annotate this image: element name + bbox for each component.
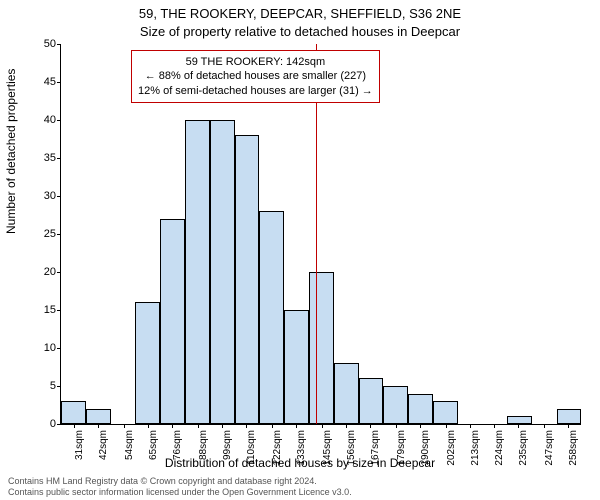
- histogram-bar: [185, 120, 210, 424]
- y-tick-label: 35: [16, 152, 56, 164]
- chart-container: 59, THE ROOKERY, DEEPCAR, SHEFFIELD, S36…: [0, 0, 600, 500]
- y-tick-label: 5: [16, 380, 56, 392]
- footer-line-2: Contains public sector information licen…: [8, 487, 352, 498]
- y-tick-mark: [57, 424, 61, 425]
- y-tick-mark: [57, 196, 61, 197]
- x-tick-mark: [98, 424, 99, 428]
- y-tick-mark: [57, 386, 61, 387]
- x-tick-mark: [544, 424, 545, 428]
- x-tick-mark: [420, 424, 421, 428]
- y-tick-mark: [57, 348, 61, 349]
- y-tick-mark: [57, 158, 61, 159]
- y-tick-label: 15: [16, 304, 56, 316]
- footer-attribution: Contains HM Land Registry data © Crown c…: [8, 476, 352, 498]
- y-tick-label: 0: [16, 418, 56, 430]
- x-tick-mark: [124, 424, 125, 428]
- y-tick-label: 45: [16, 76, 56, 88]
- histogram-bar: [408, 394, 433, 424]
- histogram-bar: [433, 401, 458, 424]
- histogram-bar: [557, 409, 581, 424]
- annotation-line-3: 12% of semi-detached houses are larger (…: [138, 84, 373, 98]
- x-tick-mark: [296, 424, 297, 428]
- x-tick-mark: [470, 424, 471, 428]
- histogram-bar: [210, 120, 235, 424]
- histogram-bar: [359, 378, 384, 424]
- y-tick-label: 30: [16, 190, 56, 202]
- x-tick-mark: [198, 424, 199, 428]
- x-tick-mark: [246, 424, 247, 428]
- x-tick-mark: [322, 424, 323, 428]
- x-tick-mark: [370, 424, 371, 428]
- x-tick-mark: [172, 424, 173, 428]
- histogram-bar: [61, 401, 86, 424]
- histogram-bar: [160, 219, 185, 424]
- histogram-bar: [284, 310, 309, 424]
- histogram-bar: [259, 211, 284, 424]
- histogram-bar: [86, 409, 111, 424]
- histogram-bar: [135, 302, 160, 424]
- x-tick-mark: [222, 424, 223, 428]
- x-tick-mark: [518, 424, 519, 428]
- y-tick-label: 25: [16, 228, 56, 240]
- y-tick-mark: [57, 82, 61, 83]
- histogram-bar: [309, 272, 334, 424]
- plot-area: 59 THE ROOKERY: 142sqm ← 88% of detached…: [60, 44, 581, 425]
- histogram-bar: [334, 363, 359, 424]
- annotation-line-1: 59 THE ROOKERY: 142sqm: [138, 55, 373, 69]
- y-tick-mark: [57, 120, 61, 121]
- y-tick-mark: [57, 234, 61, 235]
- histogram-bar: [235, 135, 260, 424]
- x-tick-mark: [272, 424, 273, 428]
- y-tick-mark: [57, 44, 61, 45]
- x-tick-mark: [568, 424, 569, 428]
- x-tick-mark: [148, 424, 149, 428]
- histogram-bar: [507, 416, 532, 424]
- y-tick-label: 10: [16, 342, 56, 354]
- title-line-2: Size of property relative to detached ho…: [0, 24, 600, 39]
- x-tick-mark: [494, 424, 495, 428]
- x-axis-label: Distribution of detached houses by size …: [0, 456, 600, 470]
- title-line-1: 59, THE ROOKERY, DEEPCAR, SHEFFIELD, S36…: [0, 6, 600, 21]
- y-tick-label: 20: [16, 266, 56, 278]
- x-tick-mark: [346, 424, 347, 428]
- annotation-line-2: ← 88% of detached houses are smaller (22…: [138, 69, 373, 83]
- x-tick-mark: [446, 424, 447, 428]
- histogram-bar: [383, 386, 408, 424]
- y-tick-label: 40: [16, 114, 56, 126]
- y-tick-mark: [57, 310, 61, 311]
- y-tick-mark: [57, 272, 61, 273]
- footer-line-1: Contains HM Land Registry data © Crown c…: [8, 476, 352, 487]
- annotation-box: 59 THE ROOKERY: 142sqm ← 88% of detached…: [131, 50, 380, 103]
- y-tick-label: 50: [16, 38, 56, 50]
- x-tick-mark: [396, 424, 397, 428]
- x-tick-mark: [74, 424, 75, 428]
